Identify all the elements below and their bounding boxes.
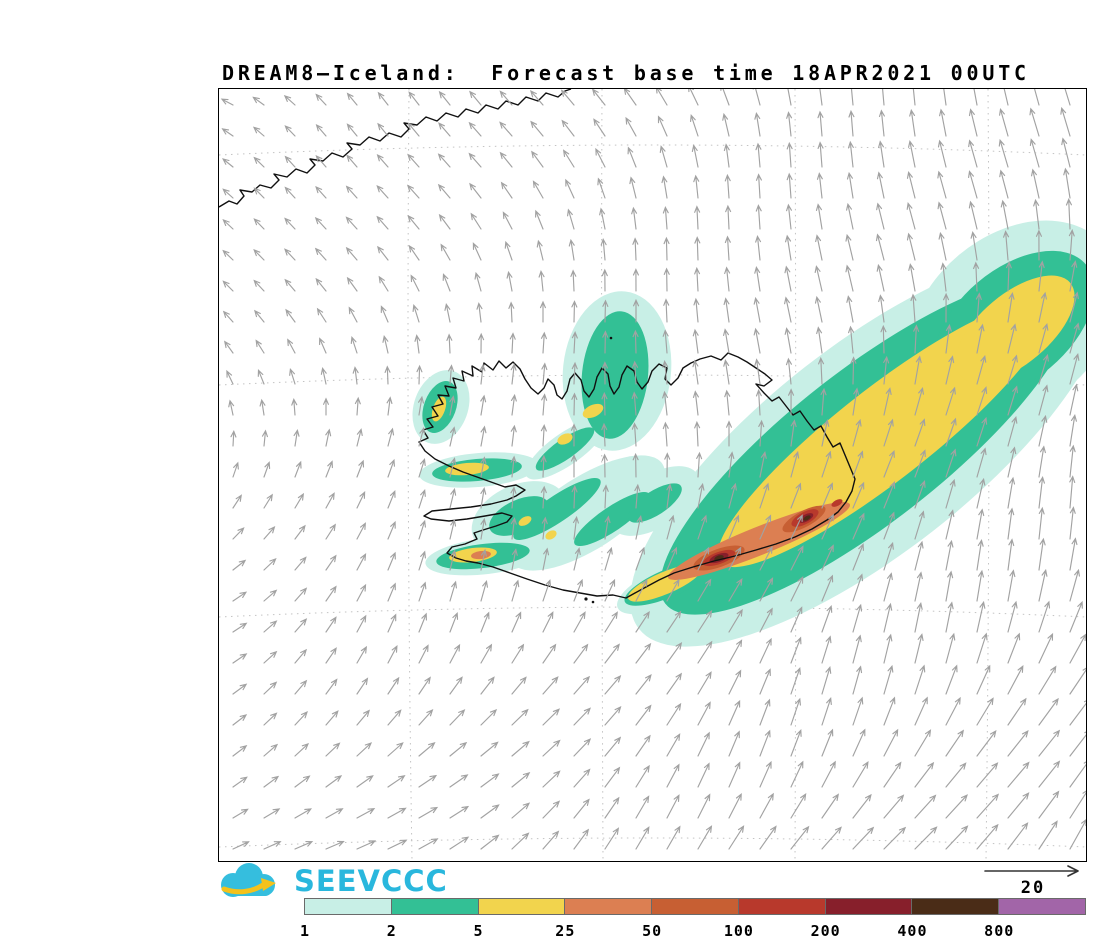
colorbar-segment xyxy=(737,898,826,915)
wind-reference-value: 20 xyxy=(1020,878,1046,898)
map-frame xyxy=(218,88,1087,862)
dust-contour-fill xyxy=(545,530,557,540)
yellow-arrowhead-icon xyxy=(261,878,276,891)
title-line-1: DREAM8–Iceland: Forecast base time 18APR… xyxy=(222,61,1030,85)
island-dot xyxy=(584,597,588,601)
colorbar xyxy=(304,898,1087,915)
colorbar-label: 2 xyxy=(386,922,397,940)
colorbar-segment xyxy=(564,898,653,915)
colorbar-label: 25 xyxy=(555,922,576,940)
colorbar-label: 50 xyxy=(642,922,663,940)
colorbar-label: 100 xyxy=(723,922,754,940)
dust-concentration-layer xyxy=(412,220,1086,647)
yellow-arrow-icon xyxy=(221,882,266,895)
colorbar-segment xyxy=(390,898,479,915)
greenland-coastline xyxy=(219,89,572,208)
colorbar-segment xyxy=(477,898,566,915)
seevccc-logo: SEEVCCC xyxy=(212,858,448,904)
dust-contour-fill xyxy=(445,462,489,476)
colorbar-label: 1 xyxy=(299,922,311,940)
dust-contour-fill xyxy=(574,491,650,547)
colorbar-label: 800 xyxy=(984,922,1015,940)
dust-contour-fill xyxy=(803,515,811,521)
wind-vector-layer xyxy=(220,89,1086,850)
colorbar-label: 200 xyxy=(810,922,841,940)
island-dot xyxy=(591,600,595,604)
wind-reference-arrow-icon xyxy=(984,865,1079,877)
colorbar-segment xyxy=(998,898,1087,915)
wind-reference: 20 xyxy=(980,862,1086,898)
dust-contour-fill xyxy=(831,499,843,507)
colorbar-segment xyxy=(651,898,739,915)
dust-contour-fill xyxy=(509,455,665,571)
cloud-icon xyxy=(221,863,276,897)
colorbar-label: 5 xyxy=(473,922,484,940)
dust-contour-fill xyxy=(518,516,532,526)
colorbar-segment xyxy=(911,898,1000,915)
colorbar-labels: 1 2 5 25 50 100 200 400 800 xyxy=(300,922,1106,944)
colorbar-segment xyxy=(304,898,392,915)
dust-contour-fill xyxy=(489,496,549,536)
colorbar-label: 400 xyxy=(897,922,928,940)
island-dot xyxy=(609,336,613,340)
map-canvas xyxy=(219,89,1086,861)
colorbar-segment xyxy=(824,898,913,915)
logo-text: SEEVCCC xyxy=(294,864,448,898)
dust-contour-fill xyxy=(557,433,573,445)
dust-contour-fill xyxy=(535,427,595,471)
dust-contour-fill xyxy=(582,403,604,419)
